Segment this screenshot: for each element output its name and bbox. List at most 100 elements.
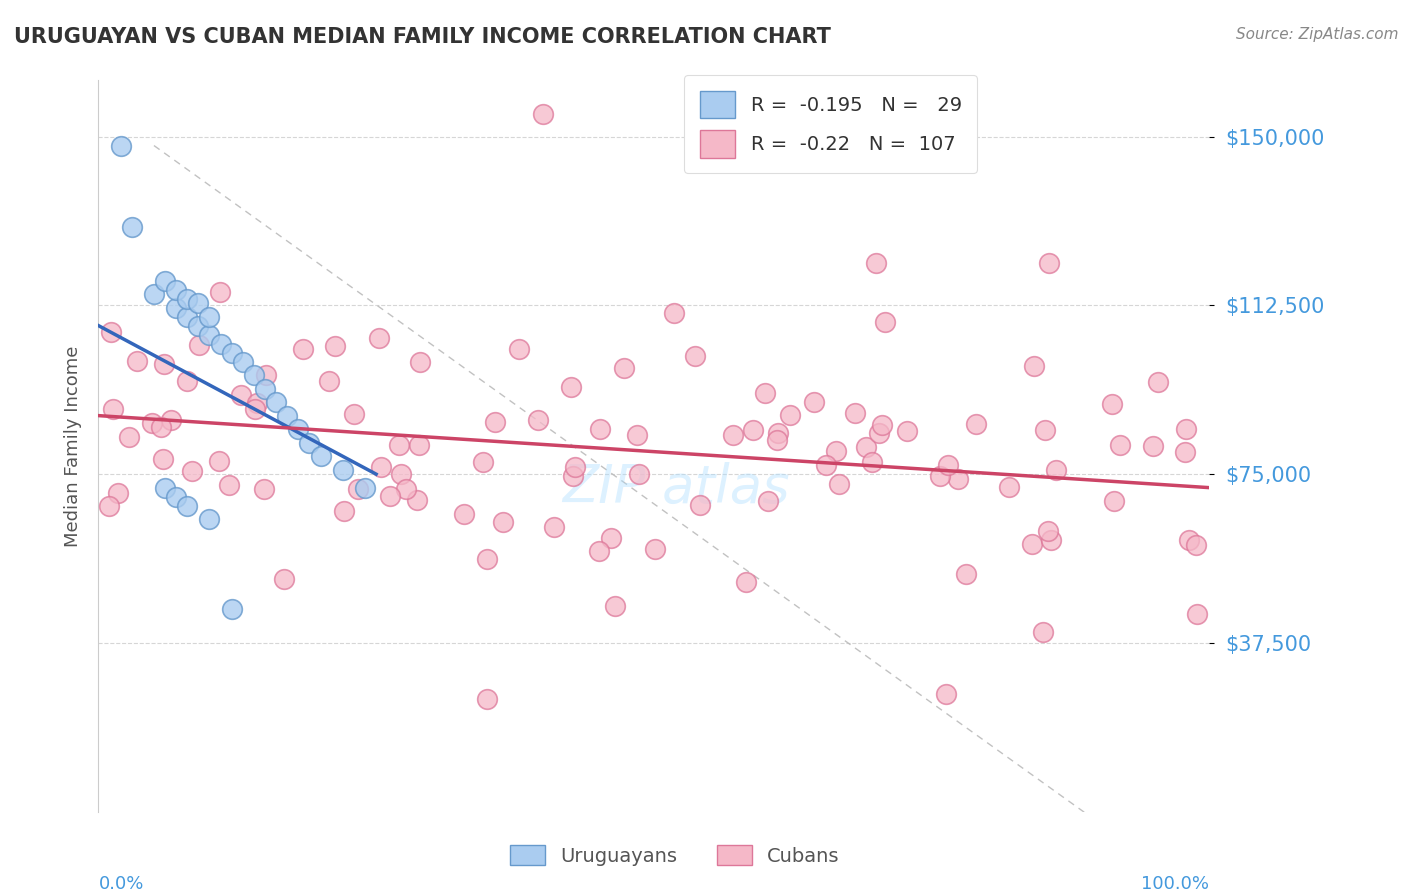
- Point: [198, 327, 221, 342]
- Point: [343, 407, 366, 421]
- Point: [291, 342, 314, 356]
- Point: [209, 336, 232, 351]
- Point: [253, 382, 276, 396]
- Point: [543, 520, 565, 534]
- Point: [176, 374, 198, 388]
- Point: [1036, 524, 1059, 539]
- Point: [103, 401, 125, 416]
- Point: [683, 349, 706, 363]
- Point: [243, 402, 266, 417]
- Text: ZIP atlas: ZIP atlas: [562, 462, 790, 514]
- Point: [152, 451, 174, 466]
- Point: [779, 408, 801, 422]
- Point: [246, 396, 269, 410]
- Point: [561, 469, 583, 483]
- Point: [395, 482, 418, 496]
- Point: [391, 467, 413, 482]
- Point: [354, 481, 377, 495]
- Point: [1040, 533, 1063, 548]
- Point: [1024, 359, 1046, 373]
- Point: [165, 301, 187, 315]
- Point: [815, 458, 838, 472]
- Point: [628, 467, 651, 481]
- Point: [626, 428, 648, 442]
- Y-axis label: Median Family Income: Median Family Income: [63, 345, 82, 547]
- Point: [803, 394, 825, 409]
- Point: [855, 440, 877, 454]
- Point: [754, 385, 776, 400]
- Point: [560, 379, 582, 393]
- Point: [100, 326, 122, 340]
- Point: [1032, 624, 1054, 639]
- Point: [160, 413, 183, 427]
- Point: [218, 478, 240, 492]
- Point: [276, 409, 298, 423]
- Point: [221, 602, 243, 616]
- Point: [756, 494, 779, 508]
- Point: [1184, 538, 1206, 552]
- Point: [1174, 422, 1197, 436]
- Point: [721, 428, 744, 442]
- Point: [165, 283, 187, 297]
- Point: [221, 345, 243, 359]
- Point: [153, 357, 176, 371]
- Point: [844, 406, 866, 420]
- Point: [865, 255, 887, 269]
- Point: [273, 572, 295, 586]
- Point: [143, 287, 166, 301]
- Point: [98, 499, 121, 513]
- Point: [1104, 493, 1126, 508]
- Point: [388, 438, 411, 452]
- Point: [644, 541, 666, 556]
- Point: [165, 490, 187, 504]
- Point: [309, 449, 332, 463]
- Point: [935, 687, 957, 701]
- Text: URUGUAYAN VS CUBAN MEDIAN FAMILY INCOME CORRELATION CHART: URUGUAYAN VS CUBAN MEDIAN FAMILY INCOME …: [14, 27, 831, 46]
- Point: [742, 423, 765, 437]
- Point: [153, 274, 176, 288]
- Point: [955, 567, 977, 582]
- Point: [824, 443, 846, 458]
- Point: [860, 455, 883, 469]
- Point: [408, 438, 430, 452]
- Point: [1185, 607, 1208, 621]
- Point: [875, 315, 897, 329]
- Point: [1147, 376, 1170, 390]
- Point: [868, 425, 890, 440]
- Point: [110, 138, 132, 153]
- Point: [121, 219, 143, 234]
- Point: [347, 482, 370, 496]
- Point: [208, 285, 231, 299]
- Point: [928, 469, 950, 483]
- Point: [187, 337, 209, 351]
- Point: [589, 422, 612, 436]
- Point: [662, 306, 685, 320]
- Point: [484, 416, 506, 430]
- Point: [264, 395, 287, 409]
- Point: [453, 507, 475, 521]
- Point: [243, 368, 266, 383]
- Point: [531, 107, 554, 121]
- Point: [176, 310, 198, 324]
- Point: [1174, 444, 1197, 458]
- Point: [605, 599, 627, 614]
- Point: [1038, 256, 1060, 270]
- Point: [287, 422, 309, 436]
- Legend: Uruguayans, Cubans: Uruguayans, Cubans: [502, 838, 848, 873]
- Point: [298, 435, 321, 450]
- Point: [1101, 396, 1123, 410]
- Point: [378, 489, 401, 503]
- Point: [1045, 463, 1067, 477]
- Point: [1142, 439, 1164, 453]
- Point: [176, 292, 198, 306]
- Point: [689, 498, 711, 512]
- Point: [332, 462, 354, 476]
- Legend: R =  -0.195   N =   29, R =  -0.22   N =  107: R = -0.195 N = 29, R = -0.22 N = 107: [685, 75, 977, 173]
- Point: [181, 464, 204, 478]
- Point: [198, 512, 221, 526]
- Point: [965, 417, 987, 432]
- Point: [253, 482, 276, 496]
- Point: [333, 503, 356, 517]
- Point: [471, 455, 494, 469]
- Point: [475, 692, 499, 706]
